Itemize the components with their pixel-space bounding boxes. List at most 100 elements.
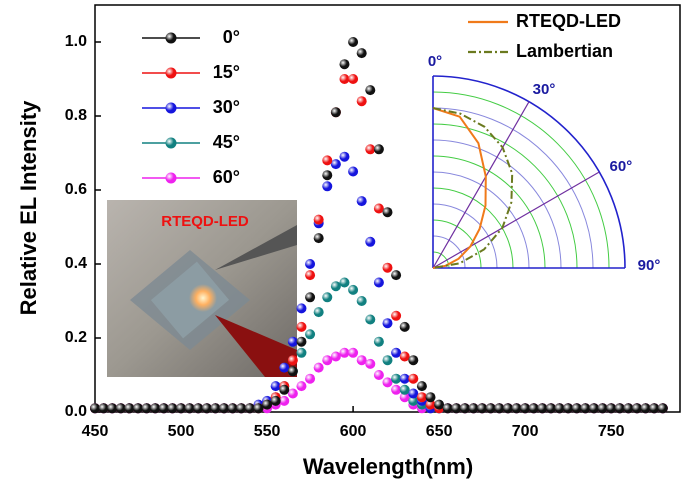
x-axis-title: Wavelength(nm) [303,454,473,479]
legend-marker [165,137,177,149]
data-point [279,362,290,373]
data-point [270,381,281,392]
data-point [649,403,660,414]
data-point [305,259,316,269]
data-point [339,59,350,70]
data-point [287,355,298,366]
angle-tick-label: 30° [533,81,556,98]
data-point [373,203,384,214]
data-point [614,403,625,414]
x-tick-label: 450 [82,423,109,440]
angle-tick-label: 90° [638,257,661,274]
data-point [270,395,281,406]
data-point [442,403,453,414]
data-point [356,96,367,107]
data-point [365,314,376,325]
data-point [399,392,410,403]
x-tick-label: 500 [168,423,195,440]
led-glow [189,284,217,312]
data-point [296,381,307,392]
data-point [313,233,324,244]
data-point [219,403,230,414]
data-point [459,403,470,414]
data-point [193,403,204,414]
data-point [588,403,599,414]
grid-ring [432,219,482,269]
data-point [356,296,367,306]
data-point [150,403,161,414]
data-point [287,388,298,399]
data-point [382,377,393,388]
data-point [477,403,488,414]
data-point [399,384,410,395]
data-point [253,403,264,414]
y-tick-label: 0.6 [65,181,87,198]
data-point [571,403,582,414]
data-point [580,403,591,414]
data-point [330,351,341,362]
data-point [348,166,359,177]
data-point [322,355,333,366]
legend-label: 15° [213,62,240,82]
data-point [356,355,367,366]
clip [215,315,297,377]
y-tick-label: 0.4 [65,255,87,272]
data-point [227,403,238,414]
data-point [167,403,178,414]
data-point [313,362,324,373]
data-point [408,388,419,399]
legend-marker [165,67,177,79]
data-point [296,336,307,347]
grid-ring [432,75,626,269]
grid-ring [432,235,466,269]
data-point [528,403,539,414]
data-point [391,384,402,395]
data-point [313,214,324,225]
data-point [434,399,445,410]
data-point [502,403,513,414]
y-tick-label: 1.0 [65,33,87,50]
grid-ring [432,139,562,269]
y-tick-label: 0.8 [65,107,87,124]
data-point [554,403,565,414]
data-point [339,347,350,358]
data-point [382,318,393,329]
data-point [262,399,273,410]
data-point [373,370,384,380]
data-point [322,170,333,181]
data-point [296,321,307,332]
data-point [339,74,350,84]
data-point [399,373,410,384]
grid-ring [432,187,514,269]
data-point [597,403,608,414]
x-tick-label: 600 [340,423,367,440]
grid-ring [432,91,610,269]
angle-grid-line [432,101,530,269]
y-tick-label: 0.0 [65,403,87,420]
angle-tick-label: 0° [428,53,442,70]
data-point [416,392,427,403]
data-point [468,403,479,414]
data-point [176,403,187,414]
data-point [391,270,402,281]
data-point [90,403,100,414]
data-point [330,159,341,170]
data-point [425,399,436,410]
angle-grid-line [432,171,600,269]
data-point [339,277,350,288]
y-axis-title: Relative EL Intensity [16,100,41,316]
data-point [305,329,316,340]
data-point [640,403,651,414]
grid-ring [432,155,546,269]
data-point [305,373,316,384]
legend-label: 60° [213,167,240,187]
data-point [296,347,307,358]
series [90,37,668,414]
data-point [330,107,341,118]
data-point [124,403,135,414]
data-point [348,37,359,47]
data-point [399,321,410,332]
legend-marker [165,102,177,114]
data-point [348,284,359,295]
